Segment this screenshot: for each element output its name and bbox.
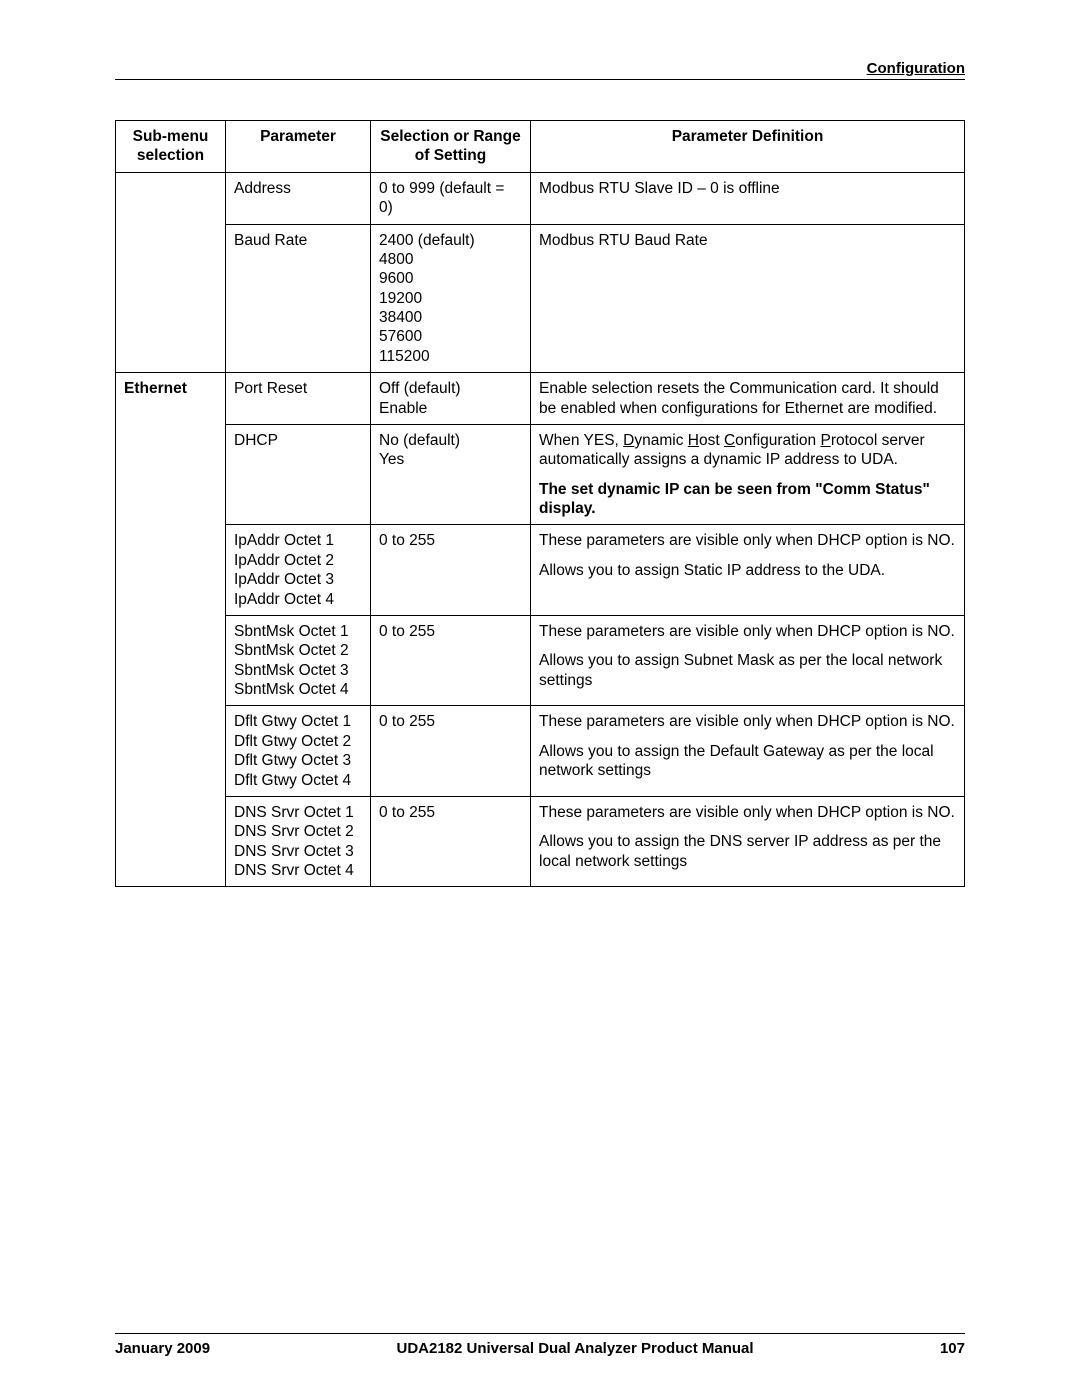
page-footer: January 2009 UDA2182 Universal Dual Anal… [115,1333,965,1357]
param-line: IpAddr Octet 2 [234,552,334,569]
cell-definition: These parameters are visible only when D… [531,706,965,797]
range-line: Off (default) [379,380,461,397]
def-para: When YES, Dynamic Host Configuration Pro… [539,431,956,470]
param-line: SbntMsk Octet 1 [234,623,349,640]
header-section-title: Configuration [867,60,965,77]
cell-range: 0 to 255 [371,615,531,706]
param-line: DNS Srvr Octet 1 [234,804,354,821]
cell-submenu-empty [116,172,226,224]
footer-page-number: 107 [940,1340,965,1357]
def-para-bold: The set dynamic IP can be seen from "Com… [539,480,956,519]
th-parameter: Parameter [226,121,371,173]
range-line: Yes [379,451,404,468]
cell-range: 0 to 255 [371,525,531,616]
footer-date: January 2009 [115,1340,210,1357]
cell-definition: Modbus RTU Slave ID – 0 is offline [531,172,965,224]
page-header: Configuration [115,60,965,80]
cell-parameter: IpAddr Octet 1 IpAddr Octet 2 IpAddr Oct… [226,525,371,616]
footer-line: January 2009 UDA2182 Universal Dual Anal… [115,1333,965,1357]
table-row: SbntMsk Octet 1 SbntMsk Octet 2 SbntMsk … [116,615,965,706]
param-line: IpAddr Octet 3 [234,571,334,588]
range-line: 2400 (default) [379,232,475,249]
cell-definition: These parameters are visible only when D… [531,796,965,887]
cell-parameter: Address [226,172,371,224]
cell-parameter: DHCP [226,424,371,525]
def-para: These parameters are visible only when D… [539,712,956,731]
cell-definition: Enable selection resets the Communicatio… [531,373,965,425]
param-line: Dflt Gtwy Octet 4 [234,772,351,789]
cell-definition: When YES, Dynamic Host Configuration Pro… [531,424,965,525]
param-line: IpAddr Octet 1 [234,532,334,549]
range-line: 9600 [379,270,413,287]
cell-parameter: DNS Srvr Octet 1 DNS Srvr Octet 2 DNS Sr… [226,796,371,887]
range-line: 4800 [379,251,413,268]
range-line: Enable [379,400,427,417]
cell-parameter: Port Reset [226,373,371,425]
cell-submenu-ethernet: Ethernet [116,373,226,887]
def-para: Allows you to assign Static IP address t… [539,561,956,580]
range-line: 115200 [379,348,430,365]
table-row: Baud Rate 2400 (default) 4800 9600 19200… [116,224,965,373]
cell-submenu-empty [116,224,226,373]
def-para: These parameters are visible only when D… [539,531,956,550]
table-row: Dflt Gtwy Octet 1 Dflt Gtwy Octet 2 Dflt… [116,706,965,797]
cell-parameter: Dflt Gtwy Octet 1 Dflt Gtwy Octet 2 Dflt… [226,706,371,797]
param-line: SbntMsk Octet 4 [234,681,349,698]
cell-definition: These parameters are visible only when D… [531,615,965,706]
def-para: Allows you to assign Subnet Mask as per … [539,651,956,690]
footer-manual-title: UDA2182 Universal Dual Analyzer Product … [396,1340,753,1357]
param-line: DNS Srvr Octet 3 [234,843,354,860]
config-table: Sub-menu selection Parameter Selection o… [115,120,965,887]
table-row: DNS Srvr Octet 1 DNS Srvr Octet 2 DNS Sr… [116,796,965,887]
th-submenu: Sub-menu selection [116,121,226,173]
table-row: DHCP No (default) Yes When YES, Dynamic … [116,424,965,525]
def-para: Allows you to assign the Default Gateway… [539,742,956,781]
range-line: 38400 [379,309,422,326]
cell-range: Off (default) Enable [371,373,531,425]
cell-definition: Modbus RTU Baud Rate [531,224,965,373]
range-line: 57600 [379,328,422,345]
range-line: No (default) [379,432,460,449]
cell-parameter: Baud Rate [226,224,371,373]
table-row: Ethernet Port Reset Off (default) Enable… [116,373,965,425]
range-line: 19200 [379,290,422,307]
cell-range: 0 to 255 [371,706,531,797]
param-line: DNS Srvr Octet 4 [234,862,354,879]
param-line: Dflt Gtwy Octet 2 [234,733,351,750]
table-header-row: Sub-menu selection Parameter Selection o… [116,121,965,173]
cell-range: No (default) Yes [371,424,531,525]
cell-range: 0 to 999 (default = 0) [371,172,531,224]
param-line: Dflt Gtwy Octet 3 [234,752,351,769]
param-line: DNS Srvr Octet 2 [234,823,354,840]
param-line: Dflt Gtwy Octet 1 [234,713,351,730]
param-line: SbntMsk Octet 3 [234,662,349,679]
def-para: These parameters are visible only when D… [539,622,956,641]
cell-parameter: SbntMsk Octet 1 SbntMsk Octet 2 SbntMsk … [226,615,371,706]
param-line: IpAddr Octet 4 [234,591,334,608]
cell-range: 2400 (default) 4800 9600 19200 38400 576… [371,224,531,373]
table-row: IpAddr Octet 1 IpAddr Octet 2 IpAddr Oct… [116,525,965,616]
def-para: These parameters are visible only when D… [539,803,956,822]
page: Configuration Sub-menu selection Paramet… [0,0,1080,1397]
th-range: Selection or Range of Setting [371,121,531,173]
def-para: Allows you to assign the DNS server IP a… [539,832,956,871]
cell-definition: These parameters are visible only when D… [531,525,965,616]
param-line: SbntMsk Octet 2 [234,642,349,659]
cell-range: 0 to 255 [371,796,531,887]
th-definition: Parameter Definition [531,121,965,173]
table-row: Address 0 to 999 (default = 0) Modbus RT… [116,172,965,224]
